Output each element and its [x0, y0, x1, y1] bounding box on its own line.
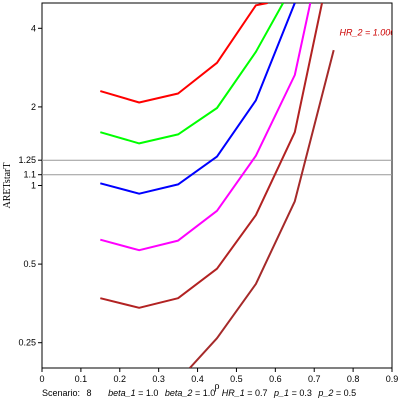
x-axis-title: ρ — [215, 381, 220, 392]
series-line-1 — [100, 3, 284, 145]
plot-frame — [41, 2, 393, 369]
footer-p1-label: p_1 — [273, 388, 289, 398]
annotation-label-1: HR_2 = 1.0000 — [340, 28, 400, 38]
footer-p1-value: = 0.3 — [289, 388, 312, 398]
y-tick-label-1: 0.5 — [23, 259, 36, 269]
footer-beta2-label: beta_2 — [165, 388, 193, 398]
x-axis: 0 0.1 0.2 0.3 0.4 0.5 0.6 0.7 0.8 0.9 — [39, 368, 398, 384]
x-tick-label-9: 0.9 — [386, 374, 399, 384]
x-tick-label-8: 0.8 — [347, 374, 360, 384]
x-tick-label-4: 0.4 — [191, 374, 204, 384]
footer-parameters: Scenario: 8 beta_1 = 1.0 beta_2 = 1.0 HR… — [42, 388, 356, 398]
y-tick-label-6: 4 — [31, 23, 36, 33]
footer-scenario-label: Scenario: — [42, 388, 80, 398]
y-tick-label-5: 2 — [31, 102, 36, 112]
footer-beta1-label: beta_1 — [108, 388, 136, 398]
footer-beta2-value: = 1.0 — [192, 388, 215, 398]
y-tick-label-4: 1.25 — [18, 155, 36, 165]
footer-p2-label: p_2 — [317, 388, 333, 398]
y-tick-label-2: 1 — [31, 181, 36, 191]
footer-beta1-value: = 1.0 — [136, 388, 159, 398]
y-tick-label-3: 1.1 — [23, 170, 36, 180]
x-tick-label-0: 0 — [39, 374, 44, 384]
series-layer — [100, 3, 335, 368]
x-tick-label-5: 0.5 — [230, 374, 243, 384]
series-line-0 — [100, 3, 268, 104]
footer-scenario-value: 8 — [87, 388, 92, 398]
y-axis: 0.25 0.5 11.1 1.25 2 4 — [18, 23, 42, 348]
reference-lines — [42, 159, 392, 176]
annotations: HR_2 = 0.8000 HR_2 = 1.0000 — [340, 0, 400, 38]
series-line-5 — [189, 49, 335, 368]
footer-p2-value: = 0.5 — [333, 388, 356, 398]
y-tick-label-0: 0.25 — [18, 338, 36, 348]
x-tick-label-6: 0.6 — [269, 374, 282, 384]
x-tick-label-7: 0.7 — [308, 374, 321, 384]
x-tick-label-3: 0.3 — [152, 374, 165, 384]
footer-hr1-value: = 0.7 — [245, 388, 268, 398]
series-line-2 — [100, 3, 296, 195]
y-axis-title: ARETstarT — [2, 163, 13, 209]
footer-hr1-label: HR_1 — [222, 388, 245, 398]
annotation-label-0: HR_2 = 0.8000 — [343, 0, 400, 4]
series-line-4 — [100, 3, 323, 309]
x-tick-label-2: 0.2 — [114, 374, 127, 384]
x-tick-label-1: 0.1 — [75, 374, 88, 384]
series-line-3 — [100, 3, 312, 252]
